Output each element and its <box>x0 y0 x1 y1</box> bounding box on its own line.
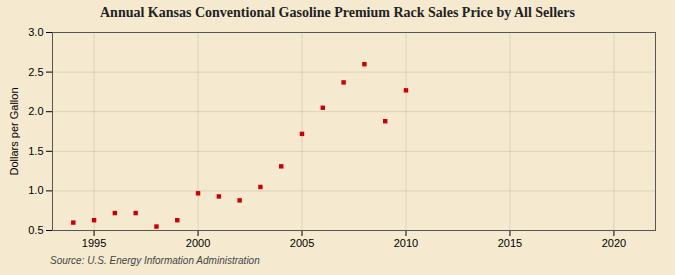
html-text:Source: U.S. Energy Informatio: Source: U.S. Energy Information Administ… <box>50 255 260 266</box>
svg-text:2015: 2015 <box>498 237 522 249</box>
svg-text:2000: 2000 <box>186 237 210 249</box>
svg-text:Dollars per Gallon: Dollars per Gallon <box>8 87 20 175</box>
svg-text:2005: 2005 <box>290 237 314 249</box>
svg-text:3.0: 3.0 <box>28 26 43 38</box>
svg-text:2010: 2010 <box>394 237 418 249</box>
svg-text:2.5: 2.5 <box>28 66 43 78</box>
html-text:Annual Kansas Conventional Gas: Annual Kansas Conventional Gasoline Prem… <box>100 5 575 20</box>
svg-text:2020: 2020 <box>602 237 626 249</box>
svg-text:0.5: 0.5 <box>28 224 43 236</box>
svg-text:2.0: 2.0 <box>28 105 43 117</box>
svg-text:1995: 1995 <box>82 237 106 249</box>
svg-text:1.5: 1.5 <box>28 145 43 157</box>
svg-text:1.0: 1.0 <box>28 184 43 196</box>
